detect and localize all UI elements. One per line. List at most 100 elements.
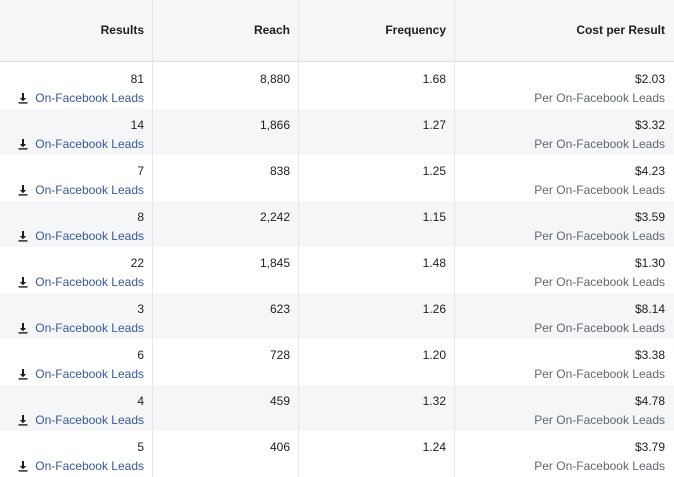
frequency-cell: 1.15 [299, 201, 455, 247]
column-header-results[interactable]: Results [100, 23, 144, 37]
result-type-link[interactable]: On-Facebook Leads [17, 275, 144, 289]
results-value: 5 [137, 440, 144, 454]
download-icon [17, 184, 29, 196]
column-header-cost-per-result[interactable]: Cost per Result [576, 23, 665, 37]
cost-per-result-cell: $8.14 Per On-Facebook Leads [455, 293, 674, 339]
reach-cell: 459 [153, 385, 299, 431]
result-type-link[interactable]: On-Facebook Leads [17, 137, 144, 151]
column-divider [298, 0, 299, 477]
reach-cell: 838 [153, 155, 299, 201]
table-row[interactable]: 14 On-Facebook Leads 1,866 1.27 $3.32 Per On-… [0, 109, 674, 155]
download-icon [17, 368, 29, 380]
frequency-value: 1.48 [422, 256, 446, 270]
download-icon [17, 414, 29, 426]
frequency-value: 1.15 [422, 210, 446, 224]
reach-value: 1,845 [259, 256, 290, 270]
table-row[interactable]: 6 On-Facebook Leads 728 1.20 $3.38 Per On-Fac… [0, 339, 674, 385]
table-row[interactable]: 81 On-Facebook Leads 8,880 1.68 $2.03 Per On-… [0, 63, 674, 109]
result-type-label: On-Facebook Leads [35, 183, 144, 197]
results-value: 3 [137, 302, 144, 316]
results-cell: 7 On-Facebook Leads [0, 155, 153, 201]
column-divider [454, 0, 455, 477]
reach-value: 623 [269, 302, 290, 316]
results-cell: 8 On-Facebook Leads [0, 201, 153, 247]
cost-per-result-cell: $4.23 Per On-Facebook Leads [455, 155, 674, 201]
cost-unit-label: Per On-Facebook Leads [534, 321, 665, 335]
cost-per-result-cell: $3.79 Per On-Facebook Leads [455, 431, 674, 477]
frequency-value: 1.32 [422, 394, 446, 408]
reach-cell: 728 [153, 339, 299, 385]
result-type-link[interactable]: On-Facebook Leads [17, 229, 144, 243]
results-value: 8 [137, 210, 144, 224]
download-icon [17, 460, 29, 472]
cost-per-result-cell: $3.59 Per On-Facebook Leads [455, 201, 674, 247]
download-icon [17, 276, 29, 288]
cost-per-result-cell: $3.38 Per On-Facebook Leads [455, 339, 674, 385]
result-type-link[interactable]: On-Facebook Leads [17, 459, 144, 473]
results-cell: 4 On-Facebook Leads [0, 385, 153, 431]
cost-unit-label: Per On-Facebook Leads [534, 413, 665, 427]
cost-per-result-cell: $1.30 Per On-Facebook Leads [455, 247, 674, 293]
cost-value: $1.30 [634, 256, 665, 270]
cost-value: $3.59 [634, 210, 665, 224]
reach-cell: 623 [153, 293, 299, 339]
cost-unit-label: Per On-Facebook Leads [534, 137, 665, 151]
download-icon [17, 138, 29, 150]
cost-per-result-cell: $4.78 Per On-Facebook Leads [455, 385, 674, 431]
reach-cell: 1,866 [153, 109, 299, 155]
result-type-label: On-Facebook Leads [35, 367, 144, 381]
cost-value: $4.78 [634, 394, 665, 408]
download-icon [17, 322, 29, 334]
cost-unit-label: Per On-Facebook Leads [534, 183, 665, 197]
results-cell: 14 On-Facebook Leads [0, 109, 153, 155]
cost-value: $3.38 [634, 348, 665, 362]
result-type-label: On-Facebook Leads [35, 321, 144, 335]
reach-value: 459 [269, 394, 290, 408]
table-row[interactable]: 5 On-Facebook Leads 406 1.24 $3.79 Per On-Fac… [0, 431, 674, 477]
results-value: 81 [130, 72, 144, 86]
reach-value: 728 [269, 348, 290, 362]
frequency-cell: 1.68 [299, 63, 455, 109]
result-type-link[interactable]: On-Facebook Leads [17, 91, 144, 105]
cost-unit-label: Per On-Facebook Leads [534, 459, 665, 473]
result-type-label: On-Facebook Leads [35, 229, 144, 243]
results-cell: 5 On-Facebook Leads [0, 431, 153, 477]
results-cell: 6 On-Facebook Leads [0, 339, 153, 385]
cost-value: $3.32 [634, 118, 665, 132]
reach-cell: 406 [153, 431, 299, 477]
reach-value: 8,880 [259, 72, 290, 86]
result-type-label: On-Facebook Leads [35, 137, 144, 151]
table-row[interactable]: 7 On-Facebook Leads 838 1.25 $4.23 Per On-Fac… [0, 155, 674, 201]
frequency-value: 1.68 [422, 72, 446, 86]
frequency-value: 1.26 [422, 302, 446, 316]
table-row[interactable]: 8 On-Facebook Leads 2,242 1.15 $3.59 Per On-F… [0, 201, 674, 247]
reach-cell: 8,880 [153, 63, 299, 109]
reach-value: 1,866 [259, 118, 290, 132]
cost-per-result-cell: $3.32 Per On-Facebook Leads [455, 109, 674, 155]
frequency-cell: 1.32 [299, 385, 455, 431]
column-divider [152, 0, 153, 477]
cost-unit-label: Per On-Facebook Leads [534, 367, 665, 381]
table-row[interactable]: 3 On-Facebook Leads 623 1.26 $8.14 Per On-Fac… [0, 293, 674, 339]
frequency-value: 1.25 [422, 164, 446, 178]
download-icon [17, 92, 29, 104]
table-row[interactable]: 22 On-Facebook Leads 1,845 1.48 $1.30 Per On-… [0, 247, 674, 293]
column-header-frequency[interactable]: Frequency [385, 23, 446, 37]
results-value: 22 [130, 256, 144, 270]
table-row[interactable]: 4 On-Facebook Leads 459 1.32 $4.78 Per On-Fac… [0, 385, 674, 431]
result-type-link[interactable]: On-Facebook Leads [17, 367, 144, 381]
frequency-cell: 1.24 [299, 431, 455, 477]
cost-unit-label: Per On-Facebook Leads [534, 229, 665, 243]
results-value: 14 [130, 118, 144, 132]
results-cell: 22 On-Facebook Leads [0, 247, 153, 293]
result-type-label: On-Facebook Leads [35, 413, 144, 427]
column-header-reach[interactable]: Reach [253, 23, 290, 37]
reach-value: 838 [269, 164, 290, 178]
cost-value: $4.23 [634, 164, 665, 178]
result-type-label: On-Facebook Leads [35, 459, 144, 473]
result-type-link[interactable]: On-Facebook Leads [17, 183, 144, 197]
result-type-link[interactable]: On-Facebook Leads [17, 321, 144, 335]
result-type-link[interactable]: On-Facebook Leads [17, 413, 144, 427]
cost-value: $3.79 [634, 440, 665, 454]
